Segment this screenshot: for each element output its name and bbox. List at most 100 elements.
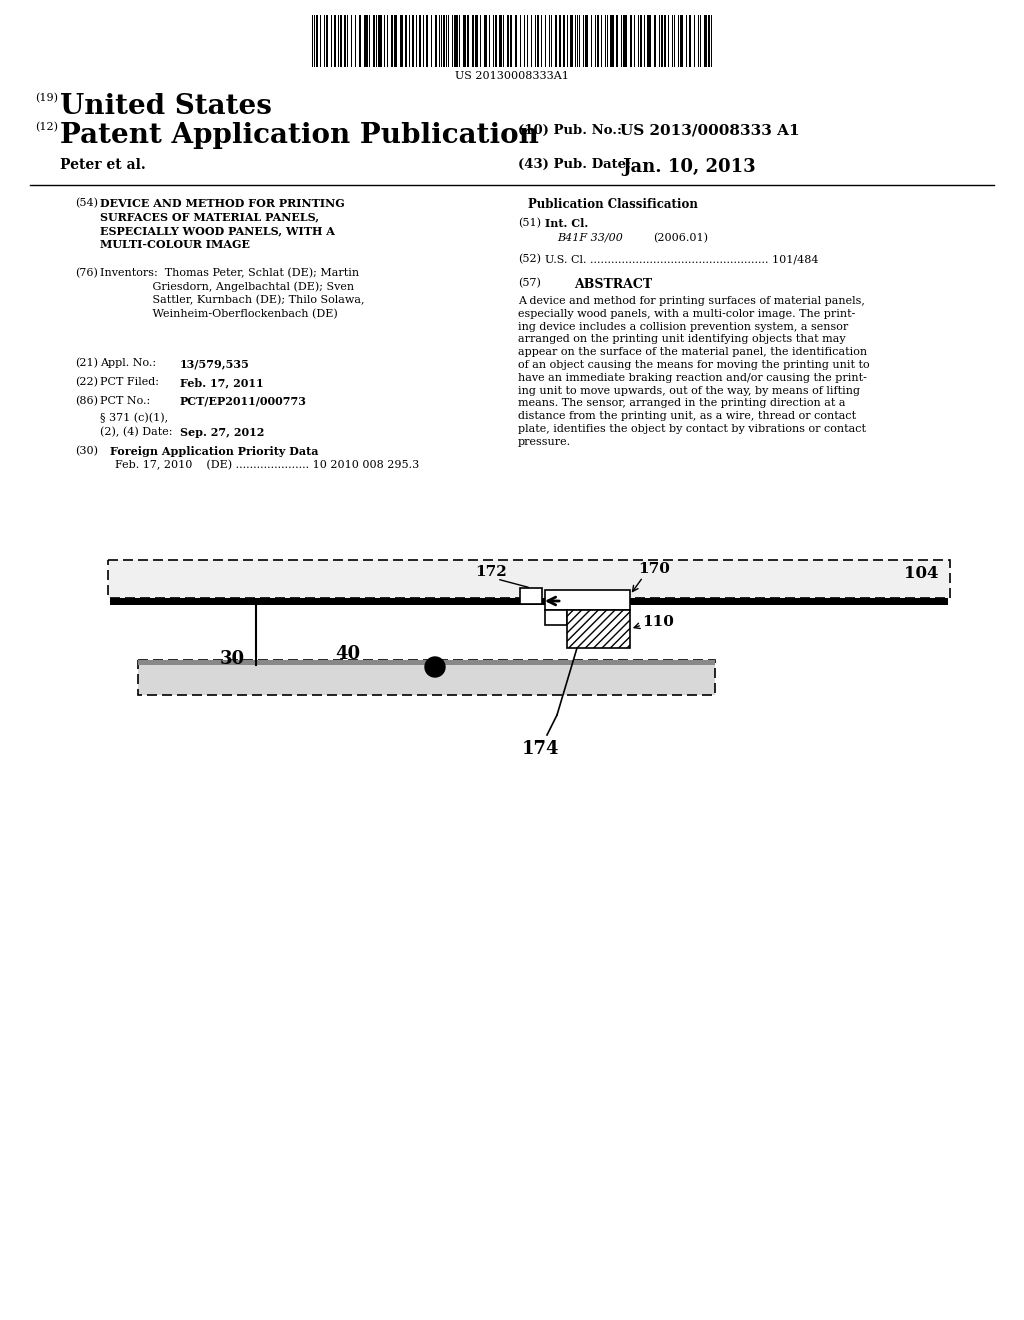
Bar [515,15,517,67]
Bar [623,15,627,67]
Bar [110,598,948,605]
Text: (51): (51) [518,218,541,228]
Text: A device and method for printing surfaces of material panels,: A device and method for printing surface… [518,296,865,306]
Text: PCT Filed:: PCT Filed: [100,378,159,387]
Text: Publication Classification: Publication Classification [528,198,698,211]
Text: US 2013/0008333 A1: US 2013/0008333 A1 [620,124,800,139]
Text: Feb. 17, 2010    (DE) ..................... 10 2010 008 295.3: Feb. 17, 2010 (DE) .....................… [115,459,419,470]
Text: (2), (4) Date:: (2), (4) Date: [100,426,172,437]
Bar [108,560,950,598]
Text: Jan. 10, 2013: Jan. 10, 2013 [622,158,756,176]
Bar [475,15,478,67]
Text: Sep. 27, 2012: Sep. 27, 2012 [180,426,264,437]
Text: (86): (86) [75,396,98,407]
Bar [334,15,336,67]
Bar [406,15,407,67]
Text: have an immediate braking reaction and/or causing the print-: have an immediate braking reaction and/o… [518,372,867,383]
Bar [640,15,642,67]
Bar [443,15,445,67]
Text: Feb. 17, 2011: Feb. 17, 2011 [180,378,263,388]
Text: (76): (76) [75,268,98,279]
Bar [472,15,474,67]
Text: (19): (19) [35,92,58,103]
Bar [138,660,715,665]
Text: (10) Pub. No.:: (10) Pub. No.: [518,124,622,137]
Text: 30: 30 [220,649,245,668]
Text: 104: 104 [903,565,938,582]
Bar [364,15,368,67]
Text: distance from the printing unit, as a wire, thread or contact: distance from the printing unit, as a wi… [518,412,856,421]
Text: ABSTRACT: ABSTRACT [573,279,652,290]
Bar [484,15,487,67]
Text: PCT No.:: PCT No.: [100,396,151,407]
Text: (43) Pub. Date:: (43) Pub. Date: [518,158,631,172]
Text: US 20130008333A1: US 20130008333A1 [455,71,569,81]
Text: (54): (54) [75,198,98,209]
Bar [326,15,328,67]
Bar [597,15,599,67]
Bar [520,587,542,605]
Text: means. The sensor, arranged in the printing direction at a: means. The sensor, arranged in the print… [518,399,846,408]
Bar [435,15,437,67]
Text: § 371 (c)(1),: § 371 (c)(1), [100,413,168,424]
Text: Foreign Application Priority Data: Foreign Application Priority Data [110,446,318,457]
Bar [537,15,539,67]
Bar [373,15,375,67]
Bar [463,15,466,67]
Bar [616,15,618,67]
Text: 110: 110 [642,615,674,630]
Text: arranged on the printing unit identifying objects that may: arranged on the printing unit identifyin… [518,334,846,345]
Text: DEVICE AND METHOD FOR PRINTING: DEVICE AND METHOD FOR PRINTING [100,198,345,209]
Bar [585,15,588,67]
Text: (52): (52) [518,253,541,264]
Bar [394,15,397,67]
Bar [647,15,651,67]
Bar [454,15,458,67]
Text: Patent Application Publication: Patent Application Publication [60,121,539,149]
Text: Int. Cl.: Int. Cl. [545,218,588,228]
Bar [340,15,342,67]
Bar [570,15,573,67]
Text: (30): (30) [75,446,98,457]
Bar [610,15,614,67]
Bar [495,15,497,67]
Bar [467,15,469,67]
Bar [563,15,565,67]
Bar [344,15,346,67]
Text: 174: 174 [522,741,559,758]
Bar [654,15,656,67]
Bar [138,660,715,696]
Text: Griesdorn, Angelbachtal (DE); Sven: Griesdorn, Angelbachtal (DE); Sven [100,281,354,292]
Bar [680,15,683,67]
Text: 170: 170 [638,562,670,576]
Text: Appl. No.:: Appl. No.: [100,358,156,368]
Text: (57): (57) [518,279,541,288]
Text: 40: 40 [335,645,360,663]
Text: plate, identifies the object by contact by vibrations or contact: plate, identifies the object by contact … [518,424,866,434]
Text: Weinheim-Oberflockenbach (DE): Weinheim-Oberflockenbach (DE) [100,309,338,319]
Text: (12): (12) [35,121,58,132]
Text: Peter et al.: Peter et al. [60,158,145,172]
Bar [630,15,632,67]
Text: especially wood panels, with a multi-color image. The print-: especially wood panels, with a multi-col… [518,309,855,319]
Bar [559,15,561,67]
Bar [359,15,361,67]
Text: (22): (22) [75,378,98,387]
Text: MULTI-COLOUR IMAGE: MULTI-COLOUR IMAGE [100,239,250,249]
Text: 13/579,535: 13/579,535 [180,358,250,370]
Bar [412,15,414,67]
Text: Sattler, Kurnbach (DE); Thilo Solawa,: Sattler, Kurnbach (DE); Thilo Solawa, [100,294,365,305]
Bar [316,15,318,67]
Bar [664,15,666,67]
Bar [378,15,382,67]
Bar [708,15,710,67]
Text: B41F 33/00: B41F 33/00 [557,234,623,243]
Text: pressure.: pressure. [518,437,571,446]
Bar [689,15,691,67]
Bar [426,15,428,67]
Bar [499,15,502,67]
Bar [400,15,403,67]
Bar [555,15,557,67]
Text: appear on the surface of the material panel, the identification: appear on the surface of the material pa… [518,347,867,358]
Bar [705,15,707,67]
